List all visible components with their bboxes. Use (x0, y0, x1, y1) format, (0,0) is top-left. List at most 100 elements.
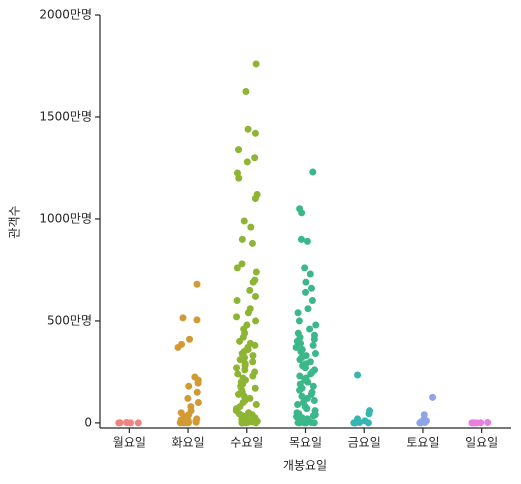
point (297, 339, 305, 347)
point (193, 316, 201, 324)
point (364, 419, 372, 427)
point (309, 412, 317, 420)
point (296, 386, 304, 394)
point (295, 419, 303, 427)
point (233, 313, 241, 321)
point (429, 393, 437, 401)
point (248, 239, 256, 247)
point (244, 309, 252, 317)
point (294, 401, 302, 409)
x-tick-label: 목요일 (289, 436, 322, 450)
point (303, 405, 311, 413)
point (296, 372, 304, 380)
point (311, 350, 319, 358)
point (234, 390, 242, 398)
point (193, 388, 201, 396)
point (309, 168, 317, 176)
point (310, 335, 318, 343)
point (193, 280, 201, 288)
point (307, 370, 315, 378)
point (251, 384, 259, 392)
y-tick-label: 1000만명 (39, 211, 92, 225)
point (241, 366, 249, 374)
point (297, 348, 305, 356)
point (249, 372, 257, 380)
point (302, 419, 310, 427)
point (251, 154, 259, 162)
point (304, 378, 312, 386)
point (252, 268, 260, 276)
point (239, 419, 247, 427)
point (247, 223, 255, 231)
x-tick-label: 금요일 (348, 436, 381, 450)
point (134, 419, 142, 427)
y-tick-label: 500만명 (47, 313, 92, 327)
x-tick-label: 화요일 (172, 436, 205, 450)
point (309, 382, 317, 390)
point (242, 87, 250, 95)
point (293, 413, 301, 421)
point (310, 419, 318, 427)
point (298, 392, 306, 400)
point (236, 356, 244, 364)
x-tick-label: 월요일 (113, 436, 146, 450)
point (298, 209, 306, 217)
y-tick-label: 0 (84, 415, 92, 429)
point (297, 235, 305, 243)
point (251, 341, 259, 349)
point (235, 174, 243, 182)
point (252, 401, 260, 409)
point (238, 260, 246, 268)
point (252, 317, 260, 325)
x-tick-label: 수요일 (230, 436, 263, 450)
point (301, 264, 309, 272)
point (303, 237, 311, 245)
point (308, 284, 316, 292)
point (238, 235, 246, 243)
point (251, 129, 259, 137)
point (192, 417, 200, 425)
point (309, 341, 317, 349)
y-tick-label: 2000만명 (39, 8, 92, 22)
point (296, 356, 304, 364)
point (294, 309, 302, 317)
point (308, 297, 316, 305)
y-axis-label: 관객수 (8, 205, 22, 238)
point (249, 352, 257, 360)
point (350, 419, 358, 427)
point (301, 364, 309, 372)
point (252, 419, 260, 427)
point (312, 321, 320, 329)
point (179, 314, 187, 322)
point (233, 364, 241, 372)
point (194, 379, 202, 387)
point (484, 418, 492, 426)
point (123, 418, 131, 426)
point (302, 278, 310, 286)
point (304, 305, 312, 313)
x-tick-label: 일요일 (465, 436, 498, 450)
point (233, 297, 241, 305)
point (365, 410, 373, 418)
point (354, 371, 362, 379)
point (184, 416, 192, 424)
point (251, 195, 259, 203)
point (471, 419, 479, 427)
point (249, 358, 257, 366)
point (292, 343, 300, 351)
point (243, 158, 251, 166)
point (236, 337, 244, 345)
point (186, 335, 194, 343)
point (174, 343, 182, 351)
point (249, 278, 257, 286)
point (185, 382, 193, 390)
point (417, 419, 425, 427)
point (302, 288, 310, 296)
point (194, 399, 202, 407)
point (251, 292, 259, 300)
point (240, 217, 248, 225)
point (295, 317, 303, 325)
point (235, 146, 243, 154)
point (310, 396, 318, 404)
